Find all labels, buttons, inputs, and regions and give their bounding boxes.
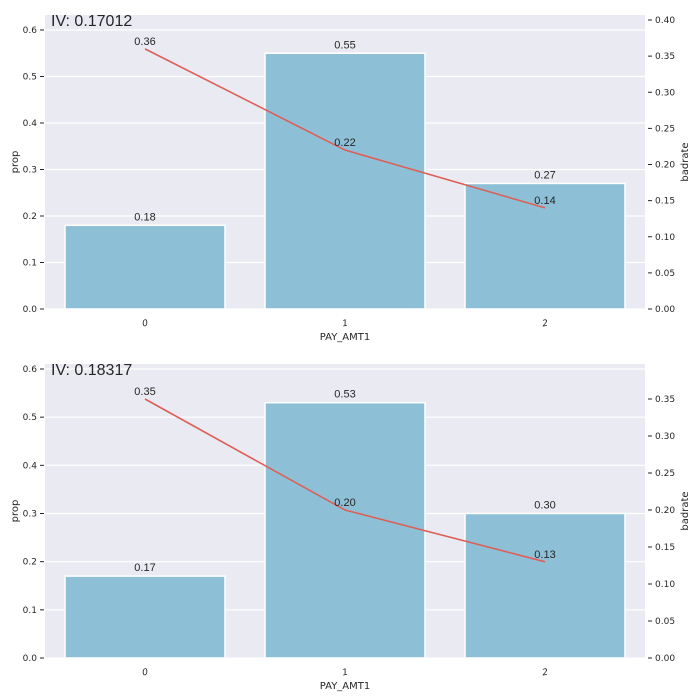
x-tick-label: 2 [541,668,549,679]
y2-tick-label: 0.10 [655,233,675,243]
line-value-label: 0.35 [134,386,155,398]
y-tick-label: 0.4 [23,119,38,129]
bar-value-label: 0.30 [534,500,555,512]
x-tick-label: 1 [341,319,348,330]
y-tick-label: 0.0 [23,654,38,664]
y-tick-label: 0.5 [23,73,37,83]
y-tick-label: 0.3 [23,510,37,520]
bar-2 [464,512,626,659]
y-axis-label: prop [10,151,21,174]
x-tick-label: 0 [141,668,149,679]
line-value-label: 0.22 [334,137,355,149]
y2-axis-label: badrate [680,142,691,181]
bar-value-label: 0.18 [134,211,155,223]
y2-tick-label: 0.05 [655,269,675,279]
chart-top-svg: 0.0 0.1 0.2 0.3 0.4 0.5 0.6 0.00 0.05 0.10 0.15 0.2… [10,13,691,343]
y2-tick-label: 0.00 [655,654,675,664]
y2-tick-label: 0.35 [655,52,675,62]
bar-value-label: 0.53 [334,389,355,401]
bar-0 [64,575,226,659]
y2-tick-label: 0.20 [655,506,675,516]
y-tick-label: 0.1 [23,606,37,616]
y2-tick-label: 0.15 [655,197,675,207]
y2-axis-label: badrate [680,491,691,530]
y-tick-label: 0.4 [23,461,38,471]
y-tick-label: 0.6 [23,26,38,36]
line-value-label: 0.36 [134,36,155,48]
bar-2 [464,182,626,310]
bar-value-label: 0.17 [134,562,155,574]
badrate-line [144,398,546,563]
x-tick-label: 1 [341,668,348,679]
y2-tick-label: 0.25 [655,469,675,479]
y2-tick-label: 0.25 [655,124,675,134]
x-axis-label: PAY_AMT1 [320,332,371,343]
badrate-line [144,48,546,209]
y2-tick-label: 0.35 [655,395,675,405]
y-axis-label: prop [10,500,21,523]
y2-tick-label: 0.30 [655,432,675,442]
y-tick-label: 0.6 [23,365,38,375]
y2-tick-label: 0.00 [655,305,675,315]
x-tick-label: 2 [541,319,549,330]
y-tick-label: 0.0 [23,305,38,315]
bar-value-label: 0.27 [534,169,555,181]
y2-tick-label: 0.40 [655,16,675,26]
y-tick-label: 0.3 [23,166,37,176]
bar-1 [264,401,426,659]
x-tick-label: 0 [141,319,149,330]
y-tick-label: 0.2 [23,212,37,222]
iv-title: IV: 0.18317 [51,362,132,379]
chart-bottom-svg: 0.0 0.1 0.2 0.3 0.4 0.5 0.6 0.00 0.05 0.10 0.15 0.2… [10,362,691,692]
line-value-label: 0.14 [534,195,555,207]
y2-tick-label: 0.05 [655,617,675,627]
y2-tick-label: 0.20 [655,161,675,171]
y-tick-label: 0.1 [23,259,37,269]
bar-value-label: 0.55 [334,39,355,51]
y2-tick-label: 0.15 [655,543,675,553]
line-value-label: 0.20 [334,497,355,509]
y2-tick-label: 0.10 [655,580,675,590]
y-tick-label: 0.2 [23,558,37,568]
bar-1 [264,52,426,310]
bar-0 [64,224,226,310]
chart-bottom: 0.0 0.1 0.2 0.3 0.4 0.5 0.6 0.00 0.05 0.10 0.15 0.2… [0,350,700,700]
line-value-label: 0.13 [534,549,555,561]
chart-top: 0.0 0.1 0.2 0.3 0.4 0.5 0.6 0.00 0.05 0.10 0.15 0.2… [10,13,691,343]
y2-tick-label: 0.30 [655,88,675,98]
y-tick-label: 0.5 [23,413,37,423]
iv-title: IV: 0.17012 [51,13,132,30]
x-axis-label: PAY_AMT1 [320,681,371,692]
